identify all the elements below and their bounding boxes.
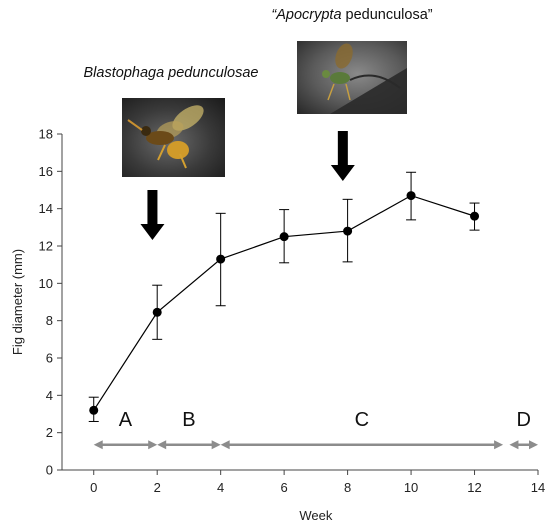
x-tick-label: 12 <box>467 480 481 495</box>
x-tick-label: 10 <box>404 480 418 495</box>
y-tick-label: 0 <box>46 463 53 478</box>
data-point <box>406 191 416 201</box>
phase-label: C <box>355 409 369 431</box>
y-tick-label: 8 <box>46 313 53 328</box>
apocrypta-wasp-photo <box>297 41 407 114</box>
y-tick-label: 12 <box>39 239 53 254</box>
data-point <box>470 211 480 221</box>
x-tick-label: 2 <box>154 480 161 495</box>
phase-arrowhead-left <box>509 440 519 450</box>
annotation-layer: Blastophaga pedunculosae “Apocrypta pedun… <box>84 7 433 240</box>
phase-arrowhead-right <box>148 440 158 450</box>
species-label-blastophaga: Blastophaga pedunculosae <box>84 65 259 81</box>
down-arrow-apocrypta <box>330 131 355 181</box>
blastophaga-wasp-photo <box>122 98 225 177</box>
down-arrow-blastophaga <box>140 190 165 240</box>
phase-label: A <box>119 409 133 431</box>
x-tick-label: 4 <box>217 480 224 495</box>
data-point <box>216 254 226 264</box>
y-tick-label: 2 <box>46 425 53 440</box>
phase-arrowhead-right <box>494 440 504 450</box>
x-tick-label: 8 <box>344 480 351 495</box>
x-axis-label: Week <box>299 508 332 523</box>
species-label-italic: “Apocrypta <box>271 7 341 23</box>
phase-label: B <box>182 409 195 431</box>
species-label-italic: Blastophaga pedunculosae <box>84 65 259 81</box>
phase-arrowhead-right <box>529 440 538 450</box>
species-label-rest: pedunculosa” <box>342 7 433 23</box>
series-layer <box>88 171 480 422</box>
data-point <box>152 307 162 317</box>
phase-layer: A B C D <box>93 409 538 450</box>
y-tick-label: 6 <box>46 351 53 366</box>
y-tick-label: 18 <box>39 127 53 142</box>
y-tick-label: 10 <box>39 276 53 291</box>
y-tick-label: 14 <box>39 201 53 216</box>
phase-arrowhead-right <box>211 440 221 450</box>
y-axis-label: Fig diameter (mm) <box>10 249 25 355</box>
data-point <box>89 405 99 415</box>
y-tick-label: 16 <box>39 164 53 179</box>
data-point <box>279 232 289 242</box>
x-tick-label: 6 <box>281 480 288 495</box>
phase-arrowhead-left <box>220 440 230 450</box>
photo-layer <box>122 41 407 177</box>
species-label-apocrypta: “Apocrypta pedunculosa” <box>271 7 432 23</box>
phase-arrowhead-left <box>93 440 103 450</box>
phase-label: D <box>516 409 530 431</box>
phase-arrowhead-left <box>157 440 167 450</box>
data-point <box>343 226 353 236</box>
x-tick-label: 0 <box>90 480 97 495</box>
x-tick-label: 14 <box>531 480 545 495</box>
y-tick-label: 4 <box>46 388 53 403</box>
axes: 0 2 4 6 8 10 12 14 16 18 0 2 4 6 8 10 12 14 Week Fig diamet… <box>10 127 545 524</box>
